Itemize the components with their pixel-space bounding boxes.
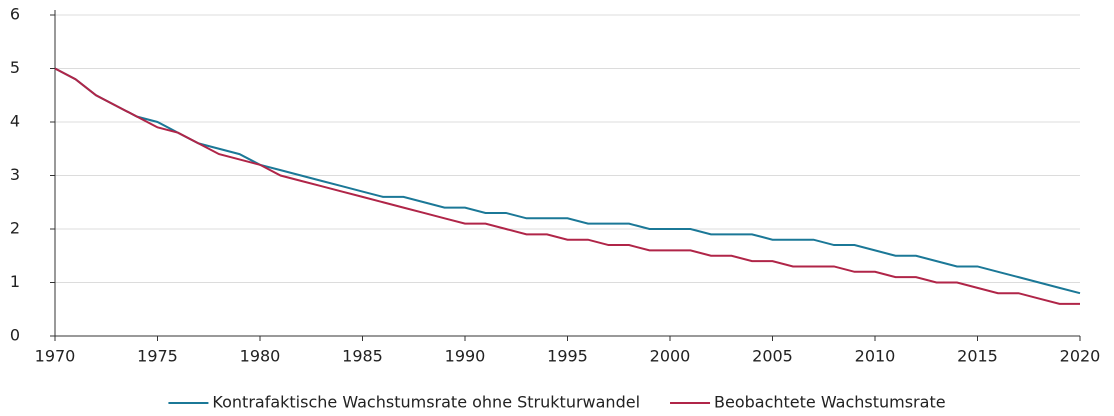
x-tick-label: 1995	[547, 347, 588, 366]
x-tick-label: 2010	[855, 347, 896, 366]
y-tick-label: 3	[10, 165, 20, 184]
x-tick-label: 2005	[752, 347, 793, 366]
y-tick-label: 2	[10, 219, 20, 238]
y-tick-label: 5	[10, 58, 20, 77]
legend-label: Beobachtete Wachstumsrate	[714, 393, 946, 412]
x-tick-label: 1975	[137, 347, 178, 366]
x-tick-label: 2020	[1060, 347, 1101, 366]
x-tick-label: 1970	[35, 347, 76, 366]
y-tick-label: 6	[10, 5, 20, 24]
x-tick-label: 1990	[445, 347, 486, 366]
x-tick-label: 2015	[957, 347, 998, 366]
x-tick-label: 2000	[650, 347, 691, 366]
y-tick-label: 0	[10, 326, 20, 345]
x-tick-label: 1980	[240, 347, 281, 366]
y-tick-label: 4	[10, 112, 20, 131]
y-tick-label: 1	[10, 272, 20, 291]
series-line	[54, 67, 1080, 305]
legend-label: Kontrafaktische Wachstumsrate ohne Struk…	[212, 393, 640, 412]
x-tick-label: 1985	[342, 347, 383, 366]
series-line	[54, 67, 1081, 295]
